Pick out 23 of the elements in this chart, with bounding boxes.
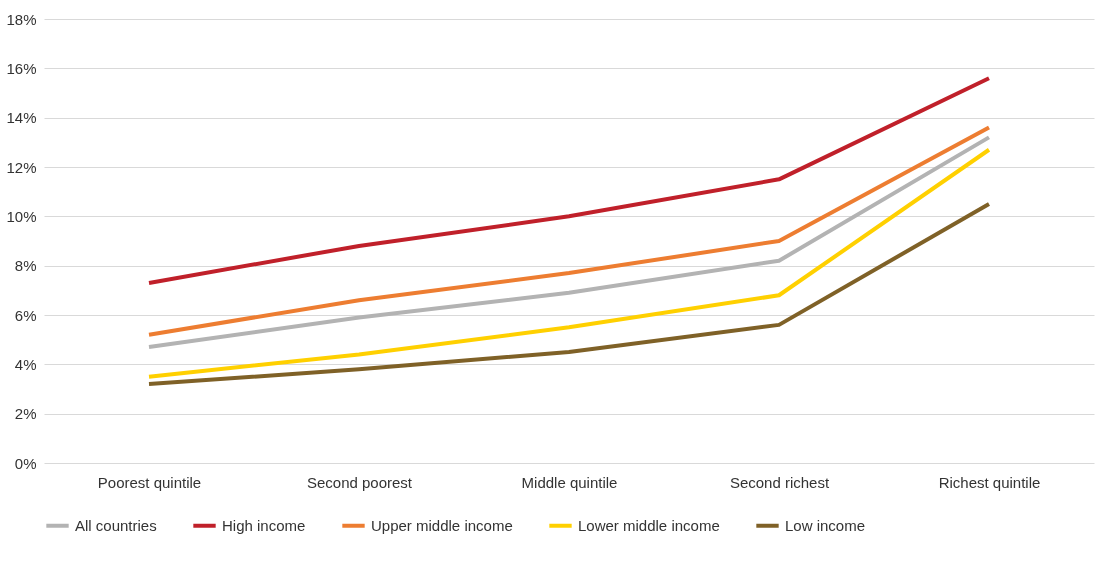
line-series (147, 202, 991, 387)
legend-label: All countries (75, 516, 157, 534)
line-series (147, 147, 991, 379)
legend-label: Lower middle income (578, 516, 720, 534)
x-tick-label: Richest quintile (938, 473, 1041, 491)
y-tick-label: 10% (6, 207, 37, 225)
y-tick-label: 6% (14, 306, 37, 324)
y-tick-label: 12% (6, 158, 37, 176)
y-tick-label: 14% (6, 109, 37, 127)
x-tick-label: Second poorest (306, 473, 413, 491)
legend-label: High income (222, 516, 306, 534)
line-series (147, 76, 991, 285)
y-tick-label: 4% (14, 355, 37, 373)
legend-label: Low income (785, 516, 866, 534)
x-tick-label: Middle quintile (521, 473, 618, 491)
y-tick-label: 8% (14, 257, 37, 275)
y-tick-label: 18% (6, 10, 37, 28)
y-tick-label: 2% (14, 405, 37, 423)
x-tick-label: Second richest (729, 473, 830, 491)
y-tick-label: 16% (6, 59, 37, 77)
x-tick-label: Poorest quintile (97, 473, 202, 491)
legend-label: Upper middle income (371, 516, 513, 534)
y-tick-label: 0% (14, 454, 37, 472)
